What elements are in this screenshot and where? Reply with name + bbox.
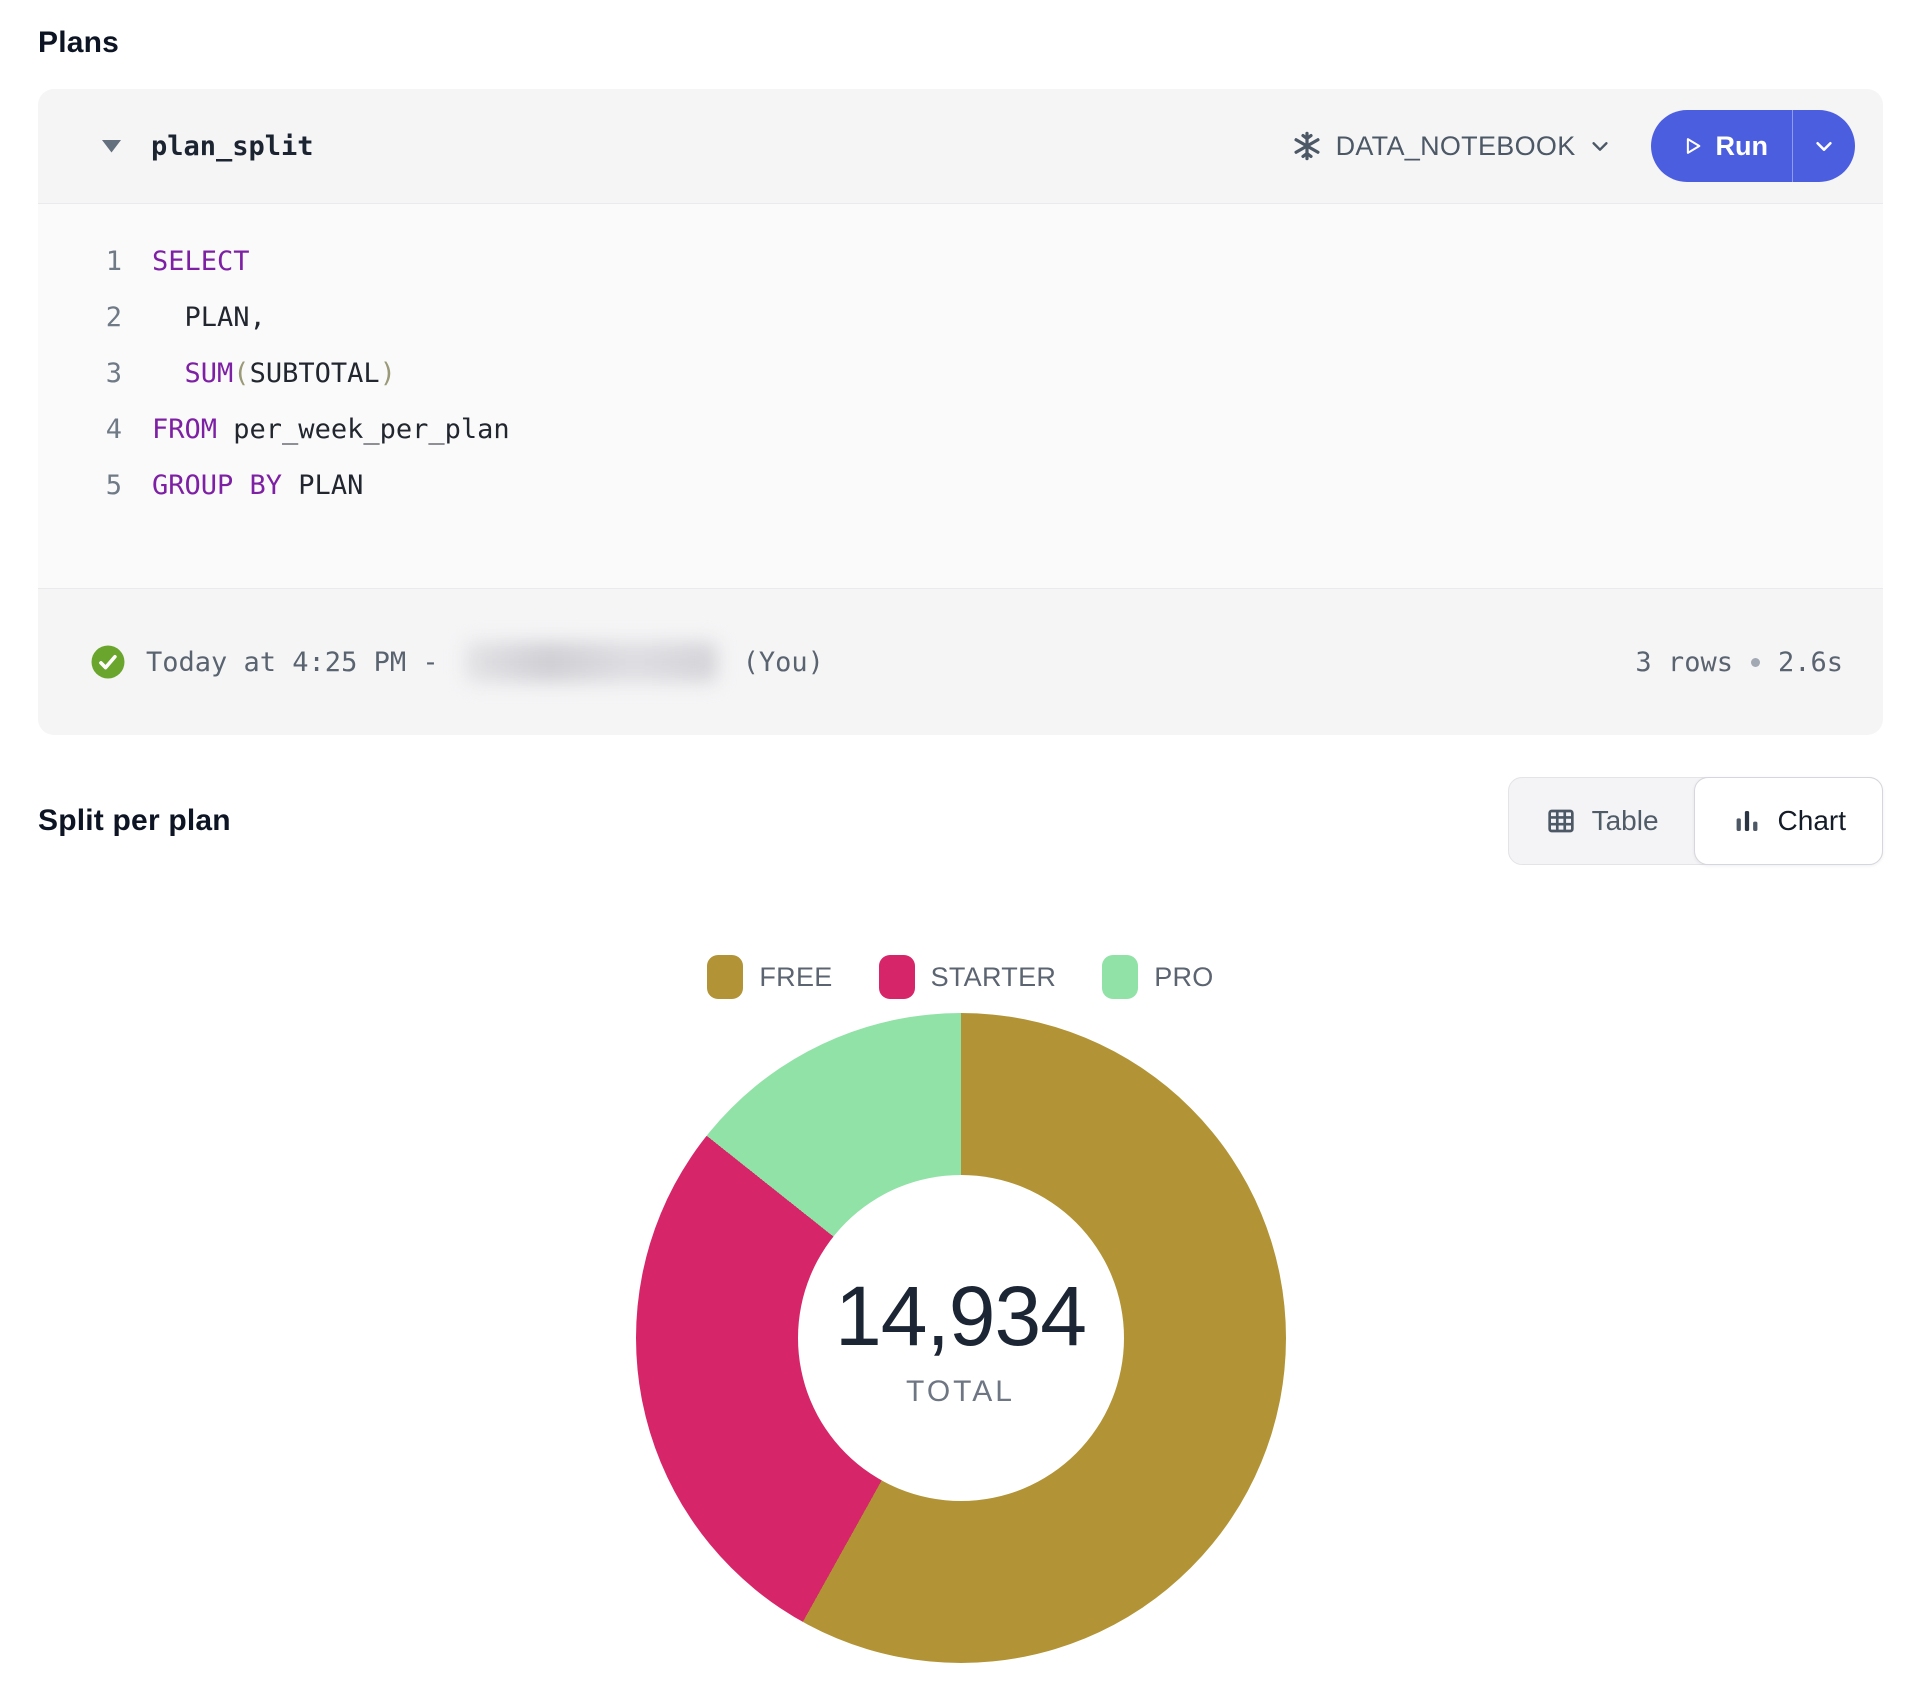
code-line: 1 SELECT xyxy=(100,234,1843,290)
legend-label: STARTER xyxy=(930,961,1057,992)
chart-total-value: 14,934 xyxy=(835,1268,1087,1363)
query-cell: plan_split DATA_NOTEBOOK xyxy=(38,89,1883,735)
run-options-button[interactable] xyxy=(1793,110,1855,182)
line-number: 2 xyxy=(105,302,122,333)
legend-label: PRO xyxy=(1154,961,1214,992)
status-user: (You) xyxy=(742,646,824,678)
result-title: Split per plan xyxy=(38,804,231,837)
chevron-down-icon xyxy=(1589,135,1611,157)
run-label: Run xyxy=(1715,130,1768,161)
duration: 2.6s xyxy=(1777,646,1843,678)
cell-name[interactable]: plan_split xyxy=(151,130,314,162)
table-icon xyxy=(1545,805,1577,837)
run-button[interactable]: Run xyxy=(1651,110,1792,182)
chart-area: FREE STARTER PRO 14,934 TOTAL xyxy=(38,953,1883,1663)
donut-chart[interactable]: 14,934 TOTAL xyxy=(635,1013,1286,1663)
code-text: SUM(SUBTOTAL) xyxy=(184,358,396,389)
code-line: 5 GROUP BY PLAN xyxy=(100,458,1843,514)
status-timestamp: Today at 4:25 PM - xyxy=(146,646,439,678)
collapse-caret-icon[interactable] xyxy=(100,138,123,154)
line-number: 4 xyxy=(105,414,122,445)
chart-legend: FREE STARTER PRO xyxy=(38,953,1883,1001)
run-divider xyxy=(1792,110,1793,182)
legend-label: FREE xyxy=(759,961,833,992)
status-bar: Today at 4:25 PM - (You) 3 rows 2.6s xyxy=(38,589,1883,735)
code-line: 3 SUM(SUBTOTAL) xyxy=(100,346,1843,402)
chevron-down-icon xyxy=(1813,135,1835,157)
donut-center: 14,934 TOTAL xyxy=(797,1175,1124,1501)
code-text: FROM per_week_per_plan xyxy=(152,414,510,445)
legend-item-pro[interactable]: PRO xyxy=(1102,955,1213,999)
legend-swatch xyxy=(707,955,744,999)
snowflake-icon xyxy=(1291,130,1323,162)
cell-header: plan_split DATA_NOTEBOOK xyxy=(38,89,1883,203)
code-text: SELECT xyxy=(152,246,250,277)
code-text: PLAN, xyxy=(152,302,266,333)
bar-chart-icon xyxy=(1731,805,1763,837)
code-line: 2 PLAN, xyxy=(100,290,1843,346)
legend-item-starter[interactable]: STARTER xyxy=(878,955,1057,999)
table-view-label: Table xyxy=(1591,805,1659,836)
code-text: GROUP BY PLAN xyxy=(152,470,364,501)
view-toggle: Table Chart xyxy=(1507,777,1883,865)
chart-view-button[interactable]: Chart xyxy=(1693,777,1883,865)
row-count: 3 rows xyxy=(1635,646,1733,678)
line-number: 1 xyxy=(105,246,122,277)
code-line: 4 FROM per_week_per_plan xyxy=(100,402,1843,458)
warehouse-name: DATA_NOTEBOOK xyxy=(1335,130,1576,161)
legend-swatch xyxy=(1102,955,1139,999)
warehouse-selector[interactable]: DATA_NOTEBOOK xyxy=(1291,130,1611,162)
legend-item-free[interactable]: FREE xyxy=(707,955,832,999)
sql-editor[interactable]: 1 SELECT 2 PLAN, 3 SUM(SUBTOTAL) 4 FROM per_w… xyxy=(38,203,1883,589)
legend-swatch xyxy=(878,955,915,999)
play-icon xyxy=(1681,135,1703,157)
line-number: 3 xyxy=(105,358,122,389)
success-check-icon xyxy=(90,644,126,680)
chart-total-label: TOTAL xyxy=(906,1374,1015,1408)
run-split-button: Run xyxy=(1650,110,1855,182)
chart-view-label: Chart xyxy=(1777,805,1846,836)
redacted-author-name xyxy=(464,642,717,682)
table-view-button[interactable]: Table xyxy=(1509,778,1695,864)
page-title: Plans xyxy=(38,26,120,59)
line-number: 5 xyxy=(105,470,122,501)
dot-separator xyxy=(1750,657,1760,667)
